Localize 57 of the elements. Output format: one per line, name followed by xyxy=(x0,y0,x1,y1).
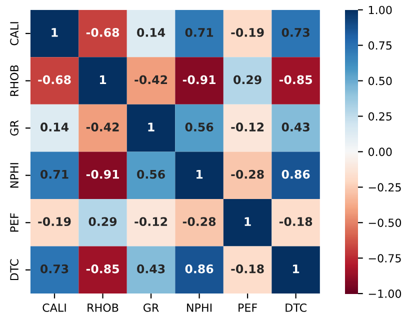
data-label: 1 xyxy=(244,217,251,226)
color-bar-label: 0.50 xyxy=(368,76,392,86)
color-bar-label: 0.75 xyxy=(368,41,392,50)
data-label: 0.71 xyxy=(40,170,68,179)
color-bar-label: 0.00 xyxy=(368,148,392,156)
data-label: -0.91 xyxy=(86,170,119,179)
data-label: 1 xyxy=(293,264,300,274)
color-bar-label: 0.25 xyxy=(368,112,392,121)
data-label: 0.43 xyxy=(137,264,165,274)
data-label: 1 xyxy=(52,28,58,37)
y-tick-label: GR xyxy=(10,120,18,136)
data-label: -0.85 xyxy=(279,75,312,84)
color-bar-label: −0.50 xyxy=(368,218,402,228)
data-label: -0.85 xyxy=(86,264,119,274)
data-label: 0.71 xyxy=(185,28,214,37)
data-label: -0.12 xyxy=(231,122,264,132)
data-label: -0.18 xyxy=(231,264,264,274)
data-label: 0.29 xyxy=(234,75,262,84)
data-label: 0.73 xyxy=(40,264,68,274)
data-label: -0.19 xyxy=(38,217,71,226)
color-bar-label: −1.00 xyxy=(368,290,402,298)
data-label: 0.14 xyxy=(40,122,69,132)
data-label: 0.14 xyxy=(137,28,166,37)
data-label: -0.19 xyxy=(231,28,264,37)
x-tick-label: NPHI xyxy=(187,304,212,312)
data-label: -0.12 xyxy=(134,217,168,226)
data-label: -0.42 xyxy=(134,75,168,84)
data-label: 1 xyxy=(148,122,154,132)
data-label: 0.86 xyxy=(185,264,214,274)
color-bar-label: 1.00 xyxy=(368,6,392,14)
x-tick-label: DTC xyxy=(286,303,306,312)
y-tick-label: RHOB xyxy=(10,65,18,96)
data-label: 1 xyxy=(100,75,106,84)
x-tick-label: GR xyxy=(143,303,159,312)
y-tick-label: NPHI xyxy=(10,163,18,188)
data-label: -0.28 xyxy=(182,217,216,226)
data-label: 1 xyxy=(196,170,203,179)
color-bar-label: −0.75 xyxy=(368,254,401,262)
y-tick-label: DTC xyxy=(10,259,18,280)
data-label: -0.68 xyxy=(38,75,71,84)
x-tick-label: PEF xyxy=(238,304,257,312)
x-tick-label: RHOB xyxy=(88,303,118,312)
data-label: 0.56 xyxy=(137,170,165,179)
data-label: 0.43 xyxy=(282,122,310,132)
y-tick-label: CALI xyxy=(10,22,18,46)
data-label: -0.42 xyxy=(86,122,119,132)
data-label: 0.56 xyxy=(185,122,214,132)
data-label: -0.18 xyxy=(279,217,312,226)
data-label: -0.68 xyxy=(86,28,120,37)
data-label: 0.86 xyxy=(282,170,310,179)
data-label: 0.29 xyxy=(88,217,117,226)
data-label: -0.91 xyxy=(182,75,216,84)
color-bar-label: −0.25 xyxy=(368,183,401,192)
data-label: -0.28 xyxy=(231,170,264,179)
data-label: 0.73 xyxy=(282,28,310,37)
x-tick-label: CALI xyxy=(42,303,66,312)
y-tick-label: PEF xyxy=(10,213,18,232)
